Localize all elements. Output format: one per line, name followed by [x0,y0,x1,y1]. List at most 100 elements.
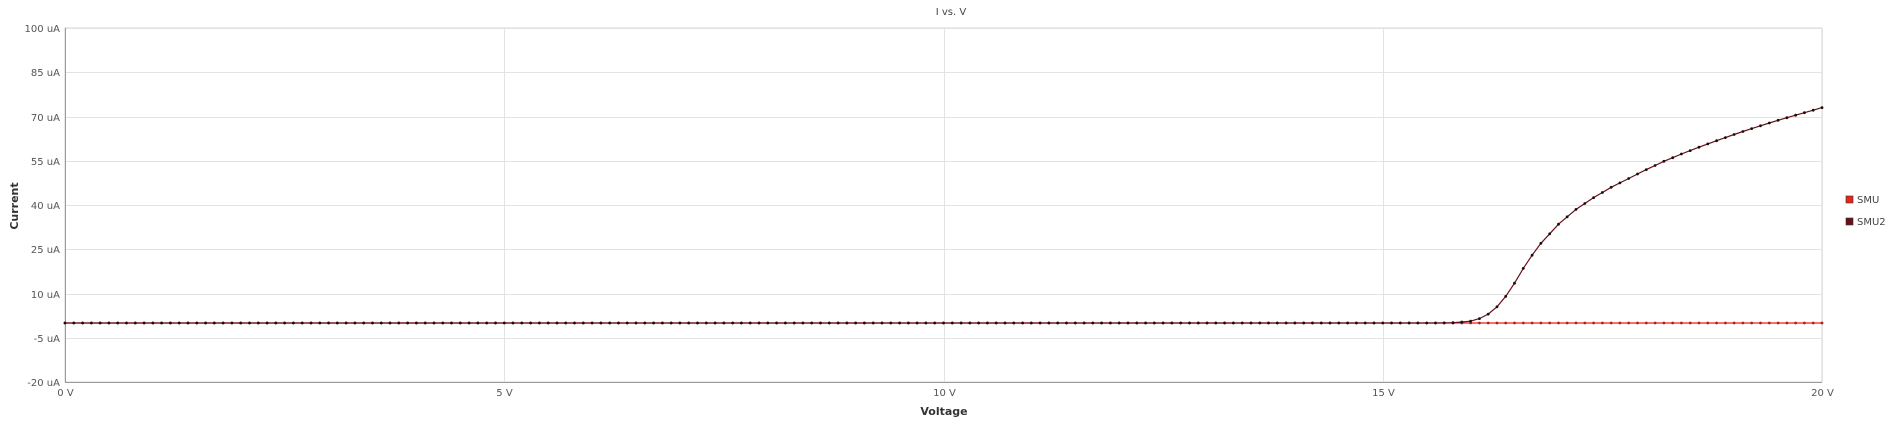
data-point-smu2 [1065,321,1068,325]
data-point-smu2 [555,321,559,325]
data-point-smu [1504,321,1508,325]
data-point-smu2 [1627,177,1631,180]
data-point-smu [1601,321,1604,325]
data-point-smu2 [1407,321,1411,325]
data-point-smu2 [1478,317,1481,320]
data-point-smu2 [1302,321,1306,325]
data-point-smu2 [441,321,445,325]
data-point-smu [1680,321,1683,325]
data-point-smu2 [1557,222,1560,226]
data-point-smu2 [889,321,893,325]
data-point-smu2 [1038,321,1042,325]
data-point-smu2 [1188,321,1191,325]
data-point-smu2 [1170,321,1174,325]
data-point-smu2 [915,321,919,325]
data-point-smu2 [590,321,594,325]
marker-layer [63,106,1824,325]
data-point-smu2 [1697,145,1701,149]
data-point-smu2 [1073,321,1077,325]
data-point-smu2 [564,321,568,325]
data-point-smu2 [371,321,374,325]
legend-swatch-smu2 [1845,217,1854,226]
data-point-smu2 [1056,321,1060,325]
data-point-smu2 [133,321,137,325]
data-point-smu2 [538,321,541,325]
x-tick-label: 20 V [1811,388,1834,399]
data-point-smu [1644,321,1648,325]
data-point-smu2 [379,321,383,325]
data-point-smu2 [1644,168,1648,172]
data-point-smu2 [854,321,857,325]
x-tick-label: 5 V [496,388,513,399]
data-point-smu [1662,321,1666,325]
data-point-smu2 [784,321,787,325]
data-point-smu2 [722,321,726,325]
data-point-smu [1803,321,1806,325]
data-point-smu2 [212,321,216,325]
data-point-smu2 [1328,321,1332,325]
data-point-smu2 [740,321,743,325]
data-point-smu2 [573,321,576,325]
data-point-smu2 [81,321,84,325]
data-point-smu2 [1662,159,1666,163]
data-point-smu2 [458,321,462,325]
data-point-smu2 [1794,113,1797,117]
data-point-smu2 [1416,321,1420,325]
data-point-smu2 [1574,208,1578,211]
data-point-smu2 [300,321,304,325]
y-tick-label: 55 uA [31,157,60,168]
data-point-smu2 [116,321,120,325]
data-point-smu2 [1390,321,1393,325]
data-point-smu2 [696,321,699,325]
data-point-smu [1636,321,1639,325]
data-point-smu2 [977,321,980,325]
data-point-smu2 [1363,321,1367,325]
data-point-smu [1530,321,1534,325]
data-point-smu2 [1117,321,1121,325]
grid [64,27,1823,383]
data-point-smu2 [1732,133,1736,136]
data-point-smu2 [529,321,532,325]
data-point-smu2 [898,321,901,325]
data-point-smu [1688,321,1692,325]
data-point-smu2 [1724,136,1727,140]
data-point-smu2 [1513,281,1516,285]
data-point-smu2 [1311,321,1314,325]
data-point-smu2 [687,321,691,325]
data-point-smu2 [994,321,998,325]
data-point-smu2 [1003,321,1007,325]
data-point-smu [1548,321,1552,325]
legend: SMU SMU2 [1845,195,1886,228]
legend-label-smu: SMU [1857,195,1879,206]
data-point-smu2 [186,321,190,325]
data-point-smu2 [406,321,409,325]
data-point-smu2 [1425,321,1429,325]
data-point-smu2 [344,321,348,325]
data-point-smu [1478,321,1481,325]
data-point-smu [1750,321,1754,325]
data-point-smu2 [933,321,937,325]
data-point-smu2 [546,321,550,325]
data-point-smu2 [1100,321,1103,325]
data-point-smu2 [1082,321,1086,325]
data-point-smu [1565,321,1569,325]
data-point-smu [1794,321,1797,325]
data-point-smu2 [1091,321,1095,325]
data-point-smu [1557,321,1560,325]
data-point-smu2 [1196,321,1200,325]
data-point-smu [1732,321,1736,325]
data-point-smu2 [467,321,471,325]
data-point-smu2 [230,321,234,325]
data-point-smu2 [1398,321,1402,325]
data-point-smu2 [353,321,357,325]
data-point-smu2 [1671,156,1675,160]
data-point-smu2 [335,321,339,325]
data-point-smu2 [195,321,199,325]
data-point-smu2 [1486,312,1490,316]
data-point-smu2 [1135,321,1139,325]
data-point-smu2 [98,321,102,325]
data-point-smu2 [1776,118,1780,122]
data-point-smu2 [1803,111,1806,115]
data-point-smu2 [283,321,286,325]
data-point-smu2 [1460,320,1464,324]
